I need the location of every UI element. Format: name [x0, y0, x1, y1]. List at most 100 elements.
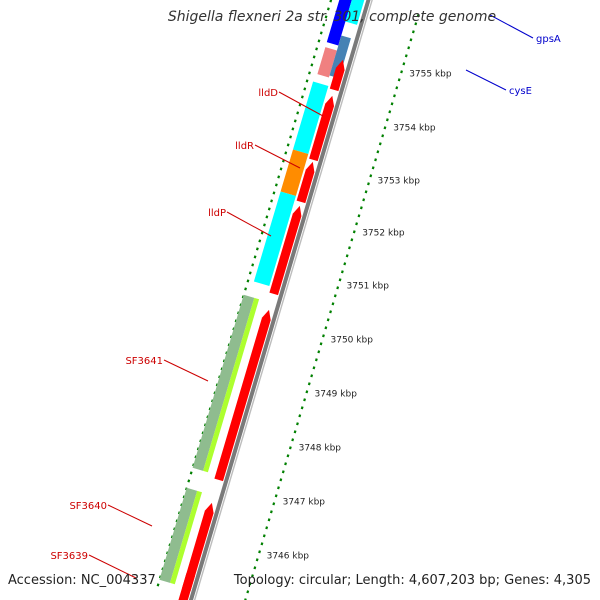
ruler-dot	[352, 230, 356, 234]
ruler-dot	[378, 142, 382, 146]
SF3640-cds-band	[170, 490, 202, 585]
SF3640-misc-band	[159, 487, 198, 583]
track-dot	[156, 583, 160, 587]
ruler-tick-label: 3752 kbp	[362, 229, 405, 239]
track-dot	[312, 55, 316, 59]
ruler-dot	[314, 358, 318, 362]
ruler-dot	[381, 134, 385, 138]
ruler-dot	[397, 78, 401, 82]
ruler-dot	[319, 342, 323, 346]
ruler-dot	[248, 582, 252, 586]
gene-leader-line	[254, 144, 301, 169]
gpsA-cds-band	[345, 0, 365, 25]
gene-leader-line	[489, 14, 534, 39]
ruler-dot	[331, 302, 335, 306]
ruler-tick-label: 3755 kbp	[409, 70, 452, 80]
ruler-dot	[404, 54, 408, 58]
gene-label: SF3640	[69, 501, 107, 512]
ruler-dot	[333, 294, 337, 298]
ruler-dot	[395, 86, 399, 90]
lldD-feature-band	[293, 81, 329, 154]
track-dot	[308, 71, 311, 75]
ruler-dot	[393, 94, 396, 98]
ruler-dot	[246, 590, 250, 594]
ruler-dot	[355, 222, 358, 226]
ruler-dot	[357, 214, 361, 218]
ruler-dot	[329, 310, 332, 314]
ruler-dot	[262, 534, 266, 538]
gene-leader-line	[278, 91, 324, 117]
ruler-dot	[348, 246, 351, 250]
lldR-feature-band	[280, 149, 309, 196]
track-dot	[317, 39, 321, 43]
ruler-dot	[281, 470, 285, 474]
ruler-dot	[298, 414, 302, 418]
ruler-dot	[362, 198, 366, 202]
ruler-dot	[279, 478, 283, 482]
ruler-dot	[291, 438, 295, 442]
gene-label: cysE	[509, 86, 532, 97]
ruler-dot	[326, 318, 330, 322]
ruler-dot	[300, 406, 304, 410]
ruler-dot	[376, 150, 380, 154]
SF3641-cds-band	[203, 297, 260, 473]
gene-leader-line	[88, 554, 137, 579]
ruler-dot	[414, 22, 418, 26]
ruler-dot	[336, 286, 340, 290]
ruler-dot	[296, 422, 299, 426]
ruler-tick-label: 3753 kbp	[378, 177, 421, 187]
ruler-dot	[253, 566, 257, 570]
SF3641-misc-band	[192, 294, 255, 471]
track-dot	[286, 143, 290, 147]
ruler-dot	[400, 70, 403, 74]
track-dot	[265, 215, 269, 219]
track-dot	[260, 231, 264, 235]
gene-leader-line	[226, 211, 272, 237]
track-dot	[305, 79, 309, 83]
SF3640-arrow	[181, 502, 214, 592]
ruler-dot	[303, 398, 306, 402]
gene-label: lldP	[208, 208, 226, 219]
misc-feature-band	[317, 47, 337, 78]
track-dot	[289, 135, 292, 139]
ruler-dot	[293, 430, 297, 434]
track-dot	[189, 471, 193, 475]
track-dot	[258, 239, 262, 243]
ruler-dot	[251, 574, 254, 578]
ruler-dot	[305, 390, 309, 394]
track-dot	[324, 15, 328, 19]
ruler-dot	[390, 102, 394, 106]
ruler-dot	[277, 486, 280, 490]
track-dot	[246, 279, 250, 283]
track-dot	[255, 247, 259, 251]
ruler-dot	[385, 118, 389, 122]
ruler-dot	[338, 278, 342, 282]
gene-label: SF3639	[50, 551, 88, 562]
ruler-dot	[272, 502, 276, 506]
ruler-dot	[350, 238, 354, 242]
track-dot	[315, 47, 318, 51]
gene-label: lldD	[258, 88, 278, 99]
ruler-dot	[310, 374, 314, 378]
track-dot	[248, 271, 252, 275]
ruler-dot	[359, 206, 363, 210]
track-dot	[326, 7, 330, 11]
topology-text: Topology: circular; Length: 4,607,203 bp…	[233, 573, 591, 588]
ruler-dot	[267, 518, 271, 522]
lldD-arrow	[309, 95, 334, 162]
ruler-dot	[383, 126, 387, 130]
ruler-dot	[312, 366, 316, 370]
ruler-dot	[288, 446, 292, 450]
ruler-tick-label: 3749 kbp	[315, 390, 358, 400]
SF3639-arrow	[178, 565, 195, 600]
ruler-dot	[367, 182, 370, 186]
lldP-arrow	[269, 205, 302, 296]
ruler-dot	[364, 190, 368, 194]
lldP-feature-band	[253, 191, 296, 286]
ruler-dot	[402, 62, 406, 66]
ruler-dot	[371, 166, 375, 170]
track-dot	[279, 167, 283, 171]
ruler-tick-label: 3750 kbp	[331, 336, 374, 346]
gene-label: SF3641	[125, 356, 163, 367]
